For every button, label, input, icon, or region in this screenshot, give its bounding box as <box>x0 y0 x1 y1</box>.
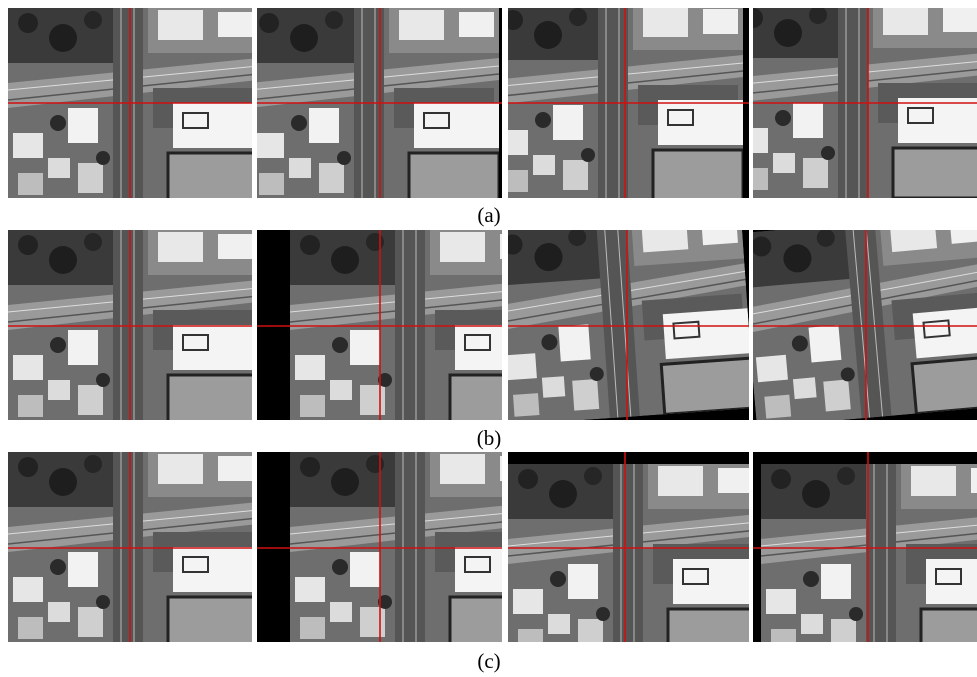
aerial-image <box>257 230 540 425</box>
aerial-image <box>493 5 749 200</box>
row-label: (a) <box>477 203 500 227</box>
aerial-scene <box>8 8 258 203</box>
row-label: (b) <box>477 426 502 450</box>
aerial-image <box>8 8 258 203</box>
aerial-image <box>740 211 977 427</box>
aerial-scene <box>492 214 755 426</box>
aerial-scene <box>249 8 499 203</box>
figure: (a) (b) (c) <box>0 0 977 677</box>
row-label: (c) <box>477 649 500 673</box>
aerial-scene <box>733 3 977 198</box>
aerial-image <box>508 452 758 659</box>
page: (a) (b) (c) (() => { const data = JSON.p… <box>0 0 977 677</box>
aerial-image <box>492 214 755 426</box>
aerial-image <box>249 8 502 203</box>
aerial-image <box>753 452 977 659</box>
aerial-scene <box>290 452 540 647</box>
aerial-scene <box>508 464 758 659</box>
aerial-scene <box>740 211 977 427</box>
aerial-scene <box>761 464 977 659</box>
aerial-scene <box>290 230 540 425</box>
aerial-scene <box>8 452 258 647</box>
aerial-image <box>257 452 540 647</box>
image-grid <box>8 3 977 659</box>
aerial-image <box>8 230 258 425</box>
aerial-scene <box>8 230 258 425</box>
aerial-image <box>8 452 258 647</box>
aerial-image <box>733 3 977 198</box>
